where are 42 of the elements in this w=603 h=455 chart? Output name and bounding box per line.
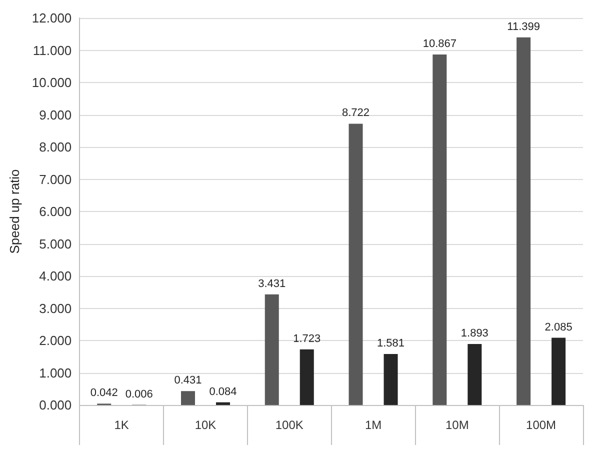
bar xyxy=(516,37,531,405)
y-tick-label: 5.000 xyxy=(39,236,72,252)
y-tick-label: 1.000 xyxy=(39,365,72,380)
bar xyxy=(180,391,195,405)
y-tick-label: 4.000 xyxy=(39,268,72,284)
y-tick-label: 8.000 xyxy=(39,140,72,154)
x-tick-label: 10K xyxy=(194,418,216,432)
bar xyxy=(348,124,363,405)
data-label: 0.431 xyxy=(174,374,202,387)
bar xyxy=(384,354,398,405)
x-tick-label: 1K xyxy=(114,418,129,432)
y-tick-label: 2.000 xyxy=(39,333,72,348)
y-axis-title: Speed up ratio xyxy=(7,169,22,254)
y-tick-label: 12.000 xyxy=(32,10,72,26)
data-label: 2.085 xyxy=(544,321,572,334)
bar xyxy=(552,338,566,405)
data-label: 0.006 xyxy=(125,388,153,400)
x-tick-label: 1M xyxy=(364,418,382,432)
y-tick-label: 11.000 xyxy=(32,42,72,58)
y-tick-label: 9.000 xyxy=(39,107,72,122)
y-tick-label: 6.000 xyxy=(39,204,72,219)
data-label: 1.581 xyxy=(377,338,405,350)
x-tick-label: 10M xyxy=(445,418,469,432)
data-label: 3.431 xyxy=(258,278,286,290)
data-label: 8.722 xyxy=(342,107,370,120)
data-label: 10.867 xyxy=(422,38,456,50)
data-label: 1.893 xyxy=(460,327,488,340)
bar xyxy=(216,402,230,405)
y-tick-label: 0.000 xyxy=(39,398,72,412)
bar xyxy=(264,294,279,405)
bar xyxy=(468,344,482,405)
y-tick-label: 3.000 xyxy=(39,300,72,316)
y-tick-label: 10.000 xyxy=(32,75,72,90)
bar xyxy=(432,54,447,405)
data-label: 1.723 xyxy=(293,332,321,345)
data-label: 0.042 xyxy=(90,387,118,400)
x-tick-label: 100M xyxy=(526,418,556,432)
x-tick-label: 100K xyxy=(275,418,304,432)
data-label: 0.084 xyxy=(209,386,237,398)
y-tick-label: 7.000 xyxy=(39,172,72,187)
data-label: 11.399 xyxy=(507,20,540,33)
bar xyxy=(300,349,314,405)
